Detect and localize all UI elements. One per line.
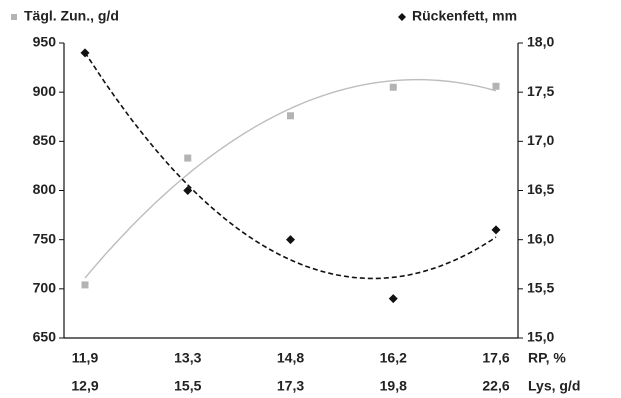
- x2-tick-label: 19,8: [380, 378, 407, 394]
- y-tick-label: 650: [33, 329, 57, 345]
- x2-axis-label: Lys, g/d: [528, 378, 580, 394]
- y2-tick-label: 17,5: [527, 83, 554, 99]
- x2-tick-label: 12,9: [71, 378, 98, 394]
- y-tick-label: 750: [33, 230, 57, 246]
- y2-tick-label: 16,5: [527, 181, 554, 197]
- y-tick-label: 800: [33, 181, 57, 197]
- point: [491, 225, 501, 235]
- point: [287, 112, 294, 120]
- y2-tick-label: 17,0: [527, 132, 554, 148]
- x-tick-label: 17,6: [482, 350, 509, 366]
- point: [183, 186, 193, 195]
- point: [492, 82, 500, 90]
- point: [184, 154, 192, 162]
- x2-tick-label: 17,3: [277, 378, 304, 394]
- point: [389, 83, 397, 91]
- y2-tick-label: 15,0: [527, 329, 554, 345]
- y-tick-label: 700: [33, 280, 57, 296]
- y-tick-label: 900: [33, 83, 57, 99]
- x-axis-label: RP, %: [528, 350, 566, 366]
- x2-tick-label: 15,5: [174, 378, 201, 394]
- legend-marker: [398, 13, 406, 21]
- point: [80, 48, 90, 58]
- point: [388, 294, 398, 304]
- x-tick-label: 14,8: [277, 350, 304, 366]
- y-tick-label: 850: [33, 132, 57, 148]
- point: [286, 235, 295, 245]
- y-tick-label: 950: [33, 34, 57, 50]
- x-tick-label: 11,9: [72, 350, 99, 366]
- y2-tick-label: 18,0: [527, 34, 554, 50]
- x2-tick-label: 22,6: [482, 378, 509, 394]
- legend-label: Rückenfett, mm: [412, 8, 517, 24]
- legend-label: Tägl. Zun., g/d: [24, 8, 119, 24]
- x-tick-label: 13,3: [174, 350, 201, 366]
- trend-line: [84, 51, 497, 280]
- y2-tick-label: 16,0: [527, 230, 554, 246]
- legend-marker: [11, 14, 17, 20]
- trend-line: [84, 78, 497, 279]
- point: [81, 281, 89, 289]
- y2-tick-label: 15,5: [527, 280, 554, 296]
- x-tick-label: 16,2: [380, 350, 407, 366]
